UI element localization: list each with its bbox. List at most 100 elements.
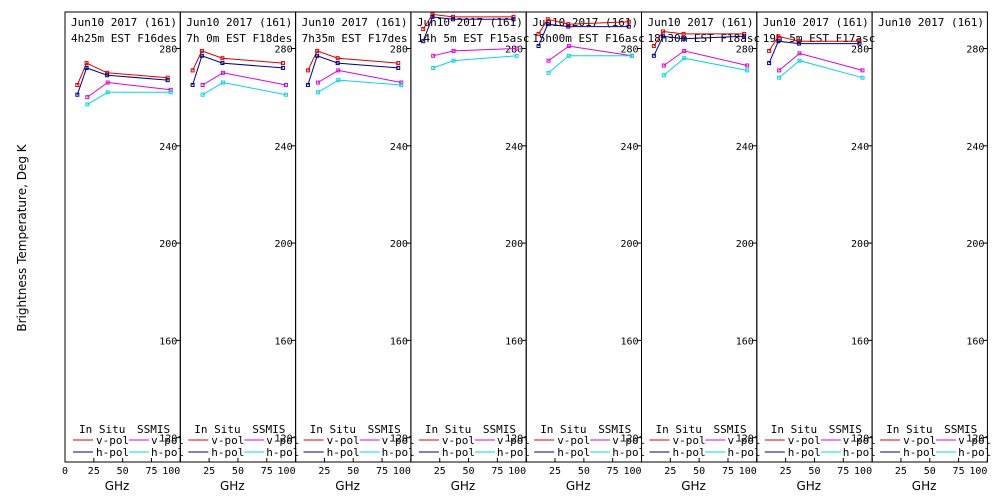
x-tick-label: 50 — [117, 466, 129, 477]
legend-ssmis-v-label: v-pol — [151, 434, 184, 447]
insitu_v-point — [335, 56, 340, 61]
y-tick-label: 120 — [966, 434, 984, 445]
ssmis_v-line — [87, 81, 171, 98]
ssmis_v-point — [200, 82, 205, 87]
x-tick-label: 25 — [318, 466, 330, 477]
insitu_v-line — [422, 13, 514, 30]
legend-insitu-h-label: h-pol — [903, 446, 936, 459]
legend-insitu-v-label: v-pol — [327, 434, 360, 447]
ssmis_v-point — [399, 80, 404, 85]
x-tick-label: 50 — [693, 466, 705, 477]
x-tick-label: 25 — [664, 466, 676, 477]
y-tick-label: 240 — [851, 142, 869, 153]
legend-insitu-v-label: v-pol — [903, 434, 936, 447]
insitu_v-point — [430, 12, 435, 17]
insitu_v-point — [776, 34, 781, 39]
legend-insitu-h-label: h-pol — [788, 446, 821, 459]
legend-ssmis-label: SSMIS — [137, 423, 170, 436]
legend-insitu-h-label: h-pol — [557, 446, 590, 459]
panel-time-label: 4h25m EST F16des — [71, 32, 177, 45]
insitu_h-point — [199, 53, 204, 58]
panel-8: 120 160 200 240 280 25 50 75 100 GHz Jun10 2017 (1… — [871, 11, 991, 493]
panel-time-label: 18h30m EST F18asc — [648, 32, 761, 45]
insitu_v-point — [767, 48, 772, 53]
ssmis_v-line — [778, 52, 863, 71]
y-tick-label: 200 — [275, 239, 293, 250]
ssmis_h-point — [514, 53, 519, 58]
insitu_h-point — [681, 36, 686, 41]
y-tick-label: 280 — [851, 44, 869, 55]
x-tick-label: 25 — [549, 466, 561, 477]
legend-ssmis-h-label: h-pol — [728, 446, 761, 459]
y-tick-label: 120 — [159, 434, 177, 445]
y-tick-label: 200 — [390, 239, 408, 250]
panel-frame — [641, 11, 758, 463]
legend-insitu-h-label: h-pol — [442, 446, 475, 459]
legend-insitu-h-label: h-pol — [211, 446, 244, 459]
legend-ssmis-v-label: v-pol — [497, 434, 530, 447]
x-tick-label: 100 — [278, 466, 296, 477]
panel-date-label: Jun10 2017 (161) — [878, 16, 984, 29]
insitu_h-point — [536, 44, 541, 49]
x-tick-label: 25 — [434, 466, 446, 477]
x-tick-label: 75 — [376, 466, 388, 477]
y-tick-label: 240 — [505, 142, 523, 153]
insitu_v-point — [796, 39, 801, 44]
insitu_h-point — [220, 61, 225, 66]
legend-ssmis-h-label: h-pol — [266, 446, 299, 459]
x-tick-label: 75 — [145, 466, 157, 477]
panel-date-label: Jun10 2017 (161) — [302, 16, 408, 29]
insitu_h-line — [192, 55, 283, 86]
y-tick-label: 240 — [275, 142, 293, 153]
insitu_h-point — [335, 61, 340, 66]
panel-1: 120 160 200 240 280 0 25 50 75 100 GHz Jun10 2017 (… — [62, 11, 184, 493]
insitu_v-point — [450, 14, 455, 19]
ssmis_h-point — [629, 53, 634, 58]
y-tick-label: 240 — [159, 142, 177, 153]
insitu_h-point — [165, 78, 170, 83]
x-tick-label: 50 — [808, 466, 820, 477]
y-tick-label: 120 — [620, 434, 638, 445]
ssmis_h-point — [777, 75, 782, 80]
y-tick-label: 160 — [851, 336, 869, 347]
ssmis_v-point — [546, 58, 551, 63]
ssmis_h-point — [399, 82, 404, 87]
y-tick-label: 160 — [275, 336, 293, 347]
panel-time-label: 7h35m EST F17des — [302, 32, 408, 45]
insitu_h-point — [661, 34, 666, 39]
legend-insitu-label: In Situ — [771, 423, 817, 436]
insitu_v-line — [76, 62, 168, 86]
y-tick-label: 160 — [505, 336, 523, 347]
legend-insitu-label: In Situ — [79, 423, 125, 436]
ssmis_v-line — [433, 48, 517, 57]
x-tick-label: 25 — [780, 466, 792, 477]
ssmis_v-point — [661, 63, 666, 68]
ssmis_v-line — [202, 72, 287, 86]
panel-frame — [525, 11, 643, 463]
insitu_v-line — [768, 35, 860, 52]
insitu_h-point — [857, 41, 862, 46]
legend-ssmis-v-label: v-pol — [728, 434, 761, 447]
legend-ssmis-label: SSMIS — [598, 423, 631, 436]
panel-7: 120 160 200 240 280 25 50 75 100 GHz Jun10 2017 (1… — [756, 11, 876, 493]
x-tick-label: 50 — [463, 466, 475, 477]
ssmis_h-point — [546, 70, 551, 75]
ssmis_v-point — [777, 68, 782, 73]
legend-ssmis-v-label: v-pol — [958, 434, 991, 447]
panel-frame — [871, 11, 988, 463]
x-tick-label: 100 — [623, 466, 641, 477]
y-tick-label: 160 — [736, 336, 754, 347]
y-tick-label: 120 — [505, 434, 523, 445]
y-tick-label: 160 — [966, 336, 984, 347]
insitu_v-point — [421, 27, 426, 32]
legend-ssmis-v-label: v-pol — [266, 434, 299, 447]
x-axis-label: GHz — [105, 479, 130, 493]
x-tick-label: 75 — [491, 466, 503, 477]
insitu_h-point — [75, 92, 80, 97]
panel-time-label: 7h 0m EST F18des — [186, 32, 292, 45]
x-tick-label: 100 — [162, 466, 180, 477]
legend-ssmis-h-label: h-pol — [612, 446, 645, 459]
